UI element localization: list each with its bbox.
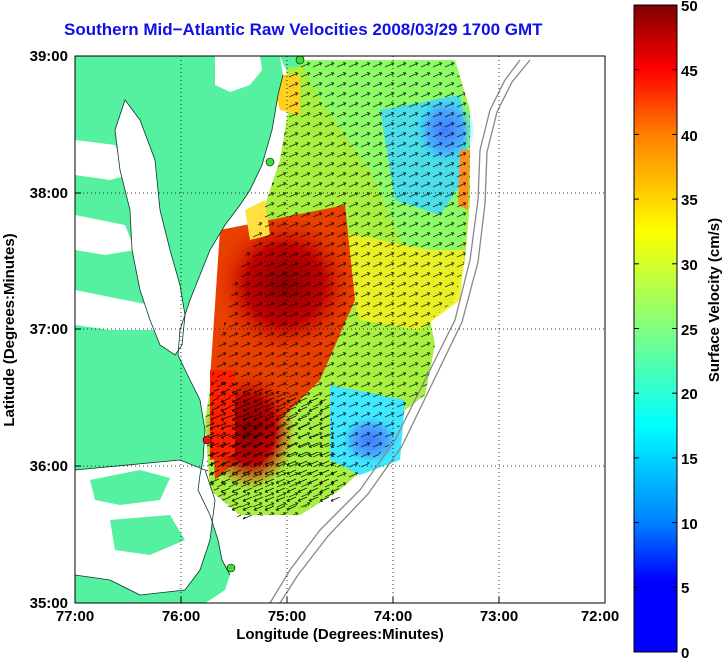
x-axis-label: Longitude (Degrees:Minutes) (236, 626, 444, 643)
bathymetry-contours (269, 59, 531, 603)
colorbar-label: Surface Velocity (cm/s) (706, 218, 723, 382)
x-tick-label: 74:00 (374, 608, 412, 625)
y-tick-label: 35:00 (30, 595, 68, 612)
colorbar-tick-label: 50 (681, 0, 698, 15)
y-tick-label: 36:00 (30, 458, 68, 475)
station-marker[interactable] (202, 435, 212, 445)
x-tick-label: 77:00 (56, 608, 94, 625)
colorbar-tick-label: 0 (681, 645, 689, 659)
station-marker[interactable] (265, 157, 275, 167)
x-tick-label: 72:00 (581, 608, 619, 625)
colorbar-tick-label: 20 (681, 386, 698, 403)
plot-area (75, 56, 605, 603)
colorbar-tick-label: 35 (681, 192, 698, 209)
velocity-field (205, 60, 515, 520)
colorbar: 50 45 40 35 30 25 20 15 10 5 0 Surface V… (633, 0, 723, 659)
axis-ticks (75, 192, 500, 603)
y-tick-label: 37:00 (30, 321, 68, 338)
coastline (75, 74, 284, 596)
grid (75, 56, 605, 603)
y-tick-label: 38:00 (30, 185, 68, 202)
colorbar-tick-label: 40 (681, 128, 698, 145)
colorbar-tick-label: 30 (681, 257, 698, 274)
colorbar-tick-label: 25 (681, 322, 698, 339)
colorbar-tick-label: 15 (681, 451, 698, 468)
x-tick-label: 75:00 (268, 608, 306, 625)
station-marker[interactable] (295, 55, 305, 65)
x-tick-label: 76:00 (162, 608, 200, 625)
colorbar-tick-label: 10 (681, 516, 698, 533)
colorbar-gradient (633, 4, 678, 653)
colorbar-tick-label: 45 (681, 63, 698, 80)
y-tick-label: 39:00 (30, 48, 68, 65)
colorbar-tick-label: 5 (681, 580, 689, 597)
radar-stations (202, 55, 305, 573)
x-tick-label: 73:00 (480, 608, 518, 625)
station-marker[interactable] (226, 563, 236, 573)
map-title: Southern Mid−Atlantic Raw Velocities 200… (64, 20, 543, 39)
y-axis-label: Latitude (Degrees:Minutes) (1, 233, 18, 426)
